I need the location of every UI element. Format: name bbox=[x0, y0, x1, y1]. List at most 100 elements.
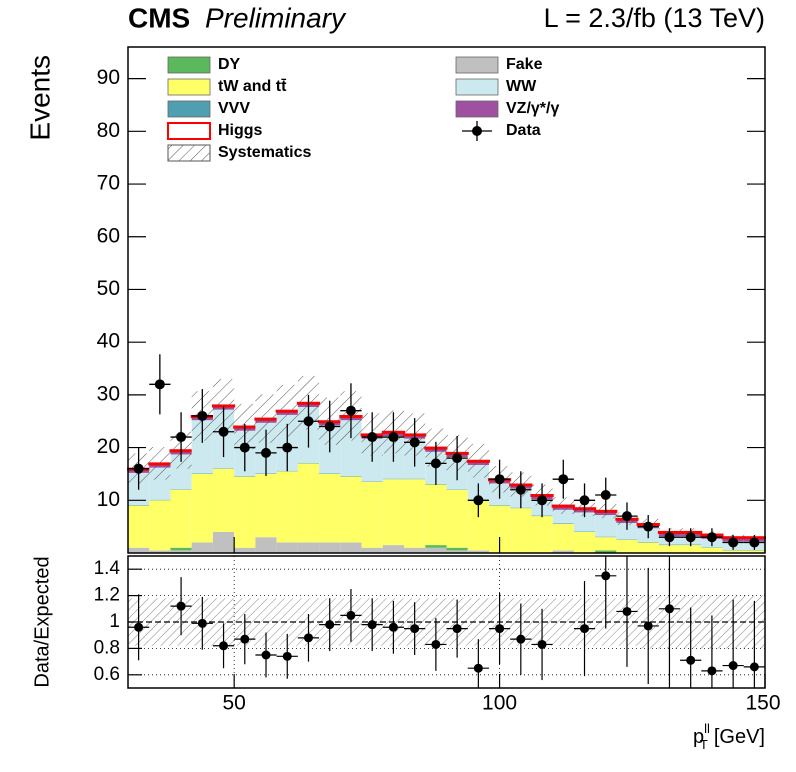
stack-bar bbox=[234, 476, 256, 477]
stack-bar bbox=[404, 478, 426, 480]
legend-swatch bbox=[167, 144, 211, 162]
data-point bbox=[282, 442, 293, 453]
data-point bbox=[452, 453, 463, 464]
stack-bar bbox=[488, 505, 511, 506]
stack-bar bbox=[637, 542, 659, 553]
stack-bar bbox=[297, 542, 320, 553]
stack-bar bbox=[552, 523, 574, 525]
y-axis-label: Events bbox=[24, 55, 55, 141]
stack-bar bbox=[722, 549, 744, 551]
stack-bar bbox=[128, 505, 150, 548]
x-tick-label: 150 bbox=[745, 692, 780, 715]
x-label-unit: [GeV] bbox=[714, 726, 765, 748]
stack-bar bbox=[573, 531, 596, 532]
data-point bbox=[558, 474, 569, 485]
stack-bar bbox=[361, 481, 383, 482]
stack-bar bbox=[297, 462, 320, 464]
stack-bar bbox=[637, 541, 659, 543]
ratio-point bbox=[261, 650, 271, 660]
data-point bbox=[749, 537, 760, 548]
y-tick-label: 10 bbox=[97, 488, 120, 511]
ratio-point bbox=[219, 641, 229, 651]
data-point bbox=[133, 463, 144, 474]
stack-bar bbox=[128, 505, 150, 506]
ratio-point bbox=[388, 622, 398, 632]
legend-label: Higgs bbox=[218, 122, 263, 139]
data-point bbox=[345, 405, 356, 416]
legend-label: tW and tt̄ bbox=[218, 77, 287, 95]
ratio-point bbox=[537, 639, 547, 649]
stack-bar bbox=[149, 499, 171, 501]
stack-bar bbox=[404, 547, 426, 553]
data-point bbox=[664, 532, 675, 543]
data-point bbox=[430, 458, 441, 469]
ratio-point bbox=[601, 571, 611, 581]
data-point bbox=[367, 432, 378, 443]
stack-bar bbox=[446, 489, 468, 490]
stack-bar bbox=[531, 516, 553, 553]
stack-bar bbox=[255, 473, 277, 538]
ratio-y-tick-label: 0.6 bbox=[94, 664, 120, 685]
ratio-band bbox=[467, 598, 489, 646]
ratio-y-tick-label: 1.4 bbox=[94, 558, 121, 579]
data-point bbox=[324, 421, 335, 432]
preliminary-label: Preliminary bbox=[205, 2, 347, 33]
stack-bar bbox=[191, 473, 213, 474]
legend-swatch bbox=[472, 126, 482, 136]
stack-bar bbox=[425, 484, 447, 546]
data-point bbox=[239, 442, 250, 453]
legend-swatch bbox=[167, 100, 211, 118]
y-tick-label: 40 bbox=[97, 330, 120, 353]
data-point bbox=[621, 511, 632, 522]
ratio-point bbox=[303, 633, 313, 643]
x-tick-label: 50 bbox=[222, 692, 245, 715]
data-point bbox=[218, 426, 229, 437]
stack-bar bbox=[319, 473, 341, 543]
legend-label: WW bbox=[506, 78, 537, 95]
stack-bar bbox=[170, 550, 192, 553]
data-point bbox=[154, 379, 165, 390]
legend-swatch bbox=[455, 56, 499, 74]
data-point bbox=[643, 521, 654, 532]
plot-layer: 10 20 30 40 50 60 70 80 90 DY tW and tt̄ VVV Higgs Sy… bbox=[94, 56, 781, 714]
stack-bar bbox=[616, 522, 638, 540]
data-point bbox=[728, 537, 739, 548]
data-point bbox=[303, 416, 314, 427]
stack-bar bbox=[361, 481, 383, 548]
stack-bar bbox=[425, 545, 447, 548]
lumi-label: L = 2.3/fb (13 TeV) bbox=[544, 3, 765, 33]
data-point bbox=[261, 447, 272, 458]
ratio-point bbox=[176, 601, 186, 611]
stack-bar bbox=[212, 468, 235, 469]
legend-swatch bbox=[167, 56, 211, 74]
stack-bar bbox=[595, 515, 617, 537]
ratio-frame bbox=[127, 555, 766, 689]
legend-label: VVV bbox=[218, 100, 250, 117]
stack-bar bbox=[276, 471, 298, 543]
stack-bar bbox=[340, 476, 362, 543]
ratio-point bbox=[346, 610, 356, 620]
stack-bar bbox=[446, 489, 468, 548]
data-point bbox=[706, 532, 717, 543]
stack-bar bbox=[446, 550, 468, 553]
data-point bbox=[388, 432, 399, 443]
stack-bar bbox=[488, 505, 511, 553]
legend-label: Data bbox=[506, 122, 541, 139]
stack-bar bbox=[297, 463, 320, 543]
ratio-point bbox=[643, 621, 653, 631]
ratio-band bbox=[276, 598, 298, 646]
x-axis-label: pll T [GeV] bbox=[693, 721, 765, 752]
stack-bar bbox=[382, 478, 405, 480]
legend-label: VZ/γ*/γ bbox=[506, 100, 559, 117]
data-point bbox=[197, 410, 208, 421]
y-tick-label: 90 bbox=[97, 66, 120, 89]
syst-band bbox=[467, 443, 489, 478]
y-tick-label: 60 bbox=[97, 224, 120, 247]
stack-bar bbox=[319, 473, 341, 474]
y-tick-label: 80 bbox=[97, 119, 120, 142]
stack-bar bbox=[340, 476, 362, 477]
data-point bbox=[409, 437, 420, 448]
x-label-main: p bbox=[693, 726, 704, 748]
ratio-point bbox=[473, 663, 483, 673]
